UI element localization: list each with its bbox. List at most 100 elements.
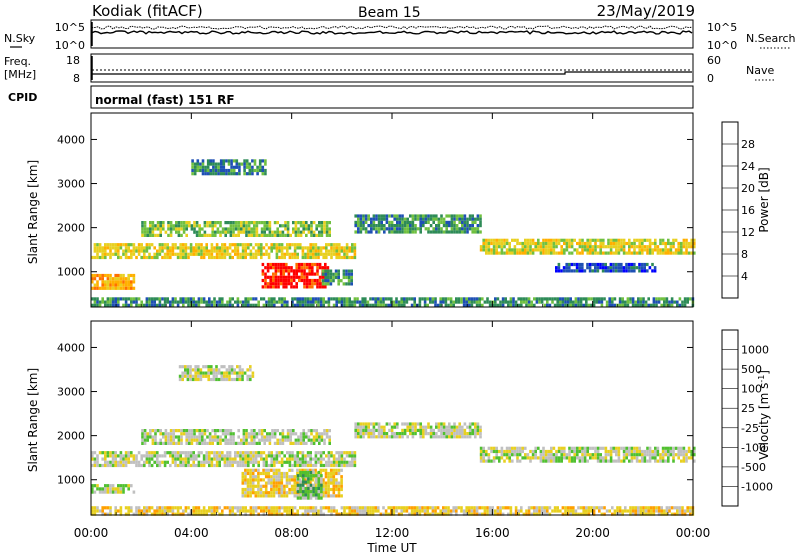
data-cell — [448, 422, 451, 426]
data-cell — [216, 429, 220, 433]
data-cell — [466, 227, 469, 231]
data-cell — [223, 246, 227, 250]
data-cell — [416, 214, 420, 218]
data-cell — [228, 509, 232, 513]
data-cell — [343, 255, 346, 260]
data-cell — [205, 457, 208, 461]
data-cell — [262, 471, 265, 476]
data-cell — [182, 463, 185, 468]
data-cell — [470, 297, 474, 301]
data-cell — [479, 435, 482, 439]
data-cell — [270, 246, 273, 250]
data-cell — [543, 506, 546, 510]
data-cell — [252, 252, 255, 256]
data-cell — [221, 227, 225, 231]
data-cell — [338, 255, 341, 260]
data-cell — [544, 245, 548, 249]
data-cell — [263, 233, 266, 237]
data-cell — [654, 238, 657, 242]
data-cell — [578, 446, 582, 450]
data-cell — [284, 227, 287, 231]
data-cell — [267, 471, 271, 476]
data-cell — [265, 457, 268, 461]
data-cell — [304, 460, 307, 464]
data-cell — [244, 252, 247, 256]
data-cell — [585, 506, 588, 510]
data-cell — [232, 233, 235, 237]
data-cell — [106, 252, 110, 256]
data-cell — [442, 506, 445, 510]
data-cell — [308, 266, 311, 270]
data-cell — [119, 484, 123, 488]
data-cell — [499, 303, 502, 307]
data-cell — [272, 494, 276, 498]
data-cell — [164, 441, 168, 445]
data-cell — [236, 300, 240, 304]
data-cell — [309, 252, 312, 256]
data-cell — [335, 252, 338, 256]
data-cell — [193, 227, 196, 231]
data-cell — [176, 509, 180, 513]
data-cell — [305, 266, 309, 270]
data-cell — [390, 227, 394, 231]
data-cell — [511, 238, 514, 242]
data-cell — [328, 227, 331, 231]
data-cell — [169, 438, 173, 442]
data-cell — [635, 453, 639, 457]
data-cell — [91, 512, 94, 516]
data-cell — [392, 300, 396, 304]
data-cell — [233, 371, 236, 375]
data-cell — [403, 230, 407, 234]
data-cell — [311, 262, 314, 267]
data-cell — [342, 272, 346, 276]
data-cell — [338, 297, 341, 301]
data-cell — [448, 428, 451, 432]
data-cell — [327, 509, 331, 513]
data-cell — [127, 246, 130, 250]
data-cell — [215, 377, 218, 382]
data-cell — [293, 463, 297, 468]
data-cell — [104, 460, 107, 464]
data-cell — [375, 224, 378, 228]
data-cell — [236, 246, 240, 250]
data-cell — [325, 454, 328, 458]
data-cell — [693, 251, 696, 255]
data-cell — [395, 300, 398, 304]
data-cell — [560, 453, 563, 457]
data-cell — [639, 297, 643, 301]
data-cell — [124, 252, 128, 256]
data-cell — [191, 159, 194, 163]
data-cell — [387, 297, 390, 301]
data-cell — [560, 449, 563, 454]
data-cell — [383, 227, 386, 231]
data-cell — [214, 224, 217, 228]
data-cell — [327, 460, 331, 464]
data-cell — [211, 230, 214, 234]
data-cell — [228, 246, 232, 250]
data-cell — [178, 365, 182, 369]
data-cell — [242, 230, 246, 234]
data-cell — [325, 300, 328, 304]
data-cell — [530, 512, 533, 516]
data-cell — [550, 446, 553, 450]
data-cell — [290, 468, 294, 472]
data-cell — [648, 456, 652, 460]
data-cell — [670, 512, 674, 516]
data-cell — [370, 435, 373, 439]
data-cell — [260, 438, 264, 442]
data-cell — [273, 243, 276, 247]
data-cell — [374, 300, 377, 304]
data-cell — [238, 371, 242, 375]
data-cell — [277, 468, 281, 472]
data-cell — [301, 512, 305, 516]
data-cell — [197, 249, 201, 253]
data-cell — [633, 248, 636, 252]
data-cell — [239, 255, 242, 260]
data-cell — [544, 456, 548, 460]
data-cell — [354, 224, 357, 228]
data-cell — [221, 429, 225, 433]
data-cell — [218, 454, 221, 458]
data-cell — [348, 509, 351, 513]
data-cell — [413, 506, 416, 510]
data-cell — [301, 496, 305, 500]
